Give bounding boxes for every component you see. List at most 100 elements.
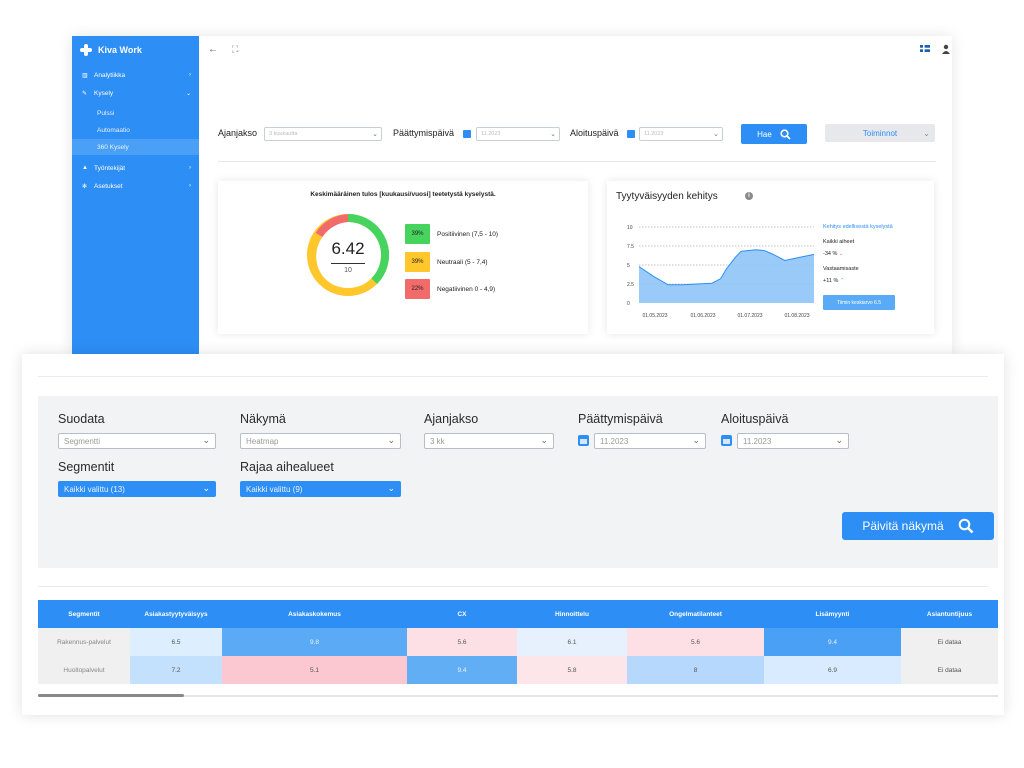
info-icon[interactable]: i (745, 192, 753, 200)
calendar-icon[interactable] (721, 435, 732, 446)
heatmap-column-header[interactable]: Asiantuntijuus (901, 600, 998, 628)
heatmap-cell[interactable]: 9.4 (764, 628, 901, 656)
view-label: Näkymä (240, 412, 286, 426)
chevron-right-icon: › (189, 183, 191, 189)
view-select-value: Heatmap (246, 437, 279, 446)
brand: Kiva Work (80, 44, 142, 56)
heatmap-cell[interactable]: 6.1 (517, 628, 627, 656)
sidebar: Kiva Work ▥ Analytiikka › ✎ Kysely ⌄ Pul… (72, 36, 199, 358)
heatmap-column-header[interactable]: Hinnoittelu (517, 600, 627, 628)
sidebar-item-360-kysely[interactable]: 360 Kysely (72, 139, 199, 155)
segment-name: Huoltopalvelut (38, 656, 130, 684)
sidebar-item-analytiikka[interactable]: ▥ Analytiikka › (72, 67, 199, 83)
filter-select-value: Segmentti (64, 437, 101, 446)
y-tick-label: 5 (627, 263, 630, 269)
start-date-select[interactable]: 11.2023 ⌄ (737, 433, 849, 449)
chevron-down-icon: ⌄ (372, 131, 378, 138)
filter-select[interactable]: Segmentti ⌄ (58, 433, 216, 449)
search-button[interactable]: Hae (741, 124, 807, 144)
team-average-button[interactable]: Tiimin keskiarvo 6.5 (823, 295, 895, 310)
flag-icon[interactable] (920, 45, 930, 52)
user-icon[interactable] (942, 44, 950, 54)
heatmap-column-header[interactable]: Asiakaskokemus (222, 600, 407, 628)
heatmap-column-header[interactable]: Asiakastyytyväisyys (130, 600, 222, 628)
sidebar-item-automaatio[interactable]: Automaatio (72, 122, 199, 138)
horizontal-scrollbar-track[interactable] (38, 695, 998, 697)
sidebar-item-asetukset[interactable]: ✻ Asetukset › (72, 178, 199, 194)
view-select[interactable]: Heatmap ⌄ (240, 433, 401, 449)
chevron-down-icon: ⌄ (387, 435, 395, 445)
end-date-select[interactable]: 11.2023 ⌄ (476, 127, 560, 141)
average-score-card: Keskimääräinen tulos [kuukausi/vuosi] te… (218, 181, 588, 334)
topics-select-value: Kaikki valittu (9) (246, 485, 303, 494)
response-change: +11 % ⌃ (823, 278, 844, 284)
chevron-down-icon: ⌄ (550, 131, 556, 138)
back-arrow-icon[interactable]: ← (208, 44, 218, 55)
y-tick-label: 7.5 (627, 244, 634, 250)
heatmap-cell[interactable]: 5.8 (517, 656, 627, 684)
gear-icon: ✻ (82, 183, 88, 190)
heatmap-header-row: Segmentit Asiakastyytyväisyys Asiakaskokem… (38, 600, 998, 628)
horizontal-scrollbar-thumb[interactable] (38, 694, 184, 697)
satisfaction-line (638, 249, 815, 286)
heatmap-cell[interactable]: 5.6 (407, 628, 517, 656)
y-tick-label: 0 (627, 301, 630, 307)
sidebar-item-label: Kysely (94, 89, 114, 97)
legend-negative: 22% Negatiivinen 0 - 4,9) (405, 279, 495, 299)
topic-label: Kaikki aiheet (823, 239, 855, 245)
y-tick-label: 10 (627, 225, 633, 231)
period-select[interactable]: 3 kk ⌄ (424, 433, 554, 449)
fullscreen-icon[interactable]: ⛶ (232, 44, 239, 54)
chevron-down-icon: ⌄ (202, 483, 210, 493)
sidebar-item-tyontekijat[interactable]: ▲ Työntekijät › (72, 160, 199, 176)
sidebar-item-kysely[interactable]: ✎ Kysely ⌄ (72, 85, 199, 101)
heatmap-column-header[interactable]: CX (407, 600, 517, 628)
calendar-icon[interactable] (578, 435, 589, 446)
chevron-down-icon: ⌄ (713, 131, 719, 138)
sidebar-item-pulssi[interactable]: Pulssi (72, 105, 199, 121)
calendar-icon[interactable] (463, 130, 471, 138)
divider (38, 586, 988, 587)
heatmap-cell[interactable]: 9.4 (407, 656, 517, 684)
start-date-select[interactable]: 11.2023 ⌄ (639, 127, 723, 141)
heatmap-cell[interactable]: Ei dataa (901, 656, 998, 684)
heatmap-cell[interactable]: Ei dataa (901, 628, 998, 656)
legend-label: Positiivinen (7,5 - 10) (437, 230, 499, 238)
chevron-right-icon: › (189, 72, 191, 78)
segments-select[interactable]: Kaikki valittu (13) ⌄ (58, 481, 216, 497)
calendar-icon[interactable] (627, 130, 635, 138)
legend-pct: 22% (405, 279, 430, 299)
heatmap-cell[interactable]: 5.6 (627, 628, 764, 656)
update-view-button[interactable]: Päivitä näkymä (842, 512, 994, 540)
heatmap-cell[interactable]: 7.2 (130, 656, 222, 684)
score-max: 10 (344, 267, 352, 274)
start-date-label: Aloituspäivä (721, 412, 789, 426)
legend-positive: 39% Positiivinen (7,5 - 10) (405, 224, 498, 244)
segment-name: Rakennus-palvelut (38, 628, 130, 656)
topic-change-value: -34 % (823, 251, 838, 257)
period-select-value: 3 kk (430, 437, 445, 446)
chevron-right-icon: › (189, 165, 191, 171)
topics-label: Rajaa aihealueet (240, 460, 334, 474)
heatmap-cell[interactable]: 6.5 (130, 628, 222, 656)
heatmap-cell[interactable]: 6.9 (764, 656, 901, 684)
period-select[interactable]: 3 kuukautta ⌄ (264, 127, 382, 141)
app-name: Kiva Work (98, 45, 142, 55)
heatmap-column-header[interactable]: Ongelmatilanteet (627, 600, 764, 628)
end-date-label: Päättymispäivä (578, 412, 663, 426)
heatmap-cell[interactable]: 9.8 (222, 628, 407, 656)
heatmap-column-header[interactable]: Lisämyynti (764, 600, 901, 628)
card-title: Keskimääräinen tulos [kuukausi/vuosi] te… (310, 191, 496, 198)
period-label: Ajanjakso (424, 412, 479, 426)
heatmap-window: Suodata Segmentti ⌄ Näkymä Heatmap ⌄ Aja… (22, 354, 1004, 715)
heatmap-cell[interactable]: 8 (627, 656, 764, 684)
heatmap-column-header[interactable]: Segmentit (38, 600, 130, 628)
heatmap-cell[interactable]: 5.1 (222, 656, 407, 684)
chevron-down-icon: ⌄ (923, 128, 930, 138)
legend-label: Neutraali (5 - 7,4) (437, 258, 488, 266)
end-date-select[interactable]: 11.2023 ⌄ (594, 433, 706, 449)
topics-select[interactable]: Kaikki valittu (9) ⌄ (240, 481, 401, 497)
actions-label: Toiminnot (862, 128, 898, 138)
satisfaction-trend-card: Tyytyväisyyden kehitys i 10 7.5 5 2.5 0 01.05… (607, 181, 934, 334)
actions-dropdown[interactable]: Toiminnot ⌄ (825, 124, 935, 142)
